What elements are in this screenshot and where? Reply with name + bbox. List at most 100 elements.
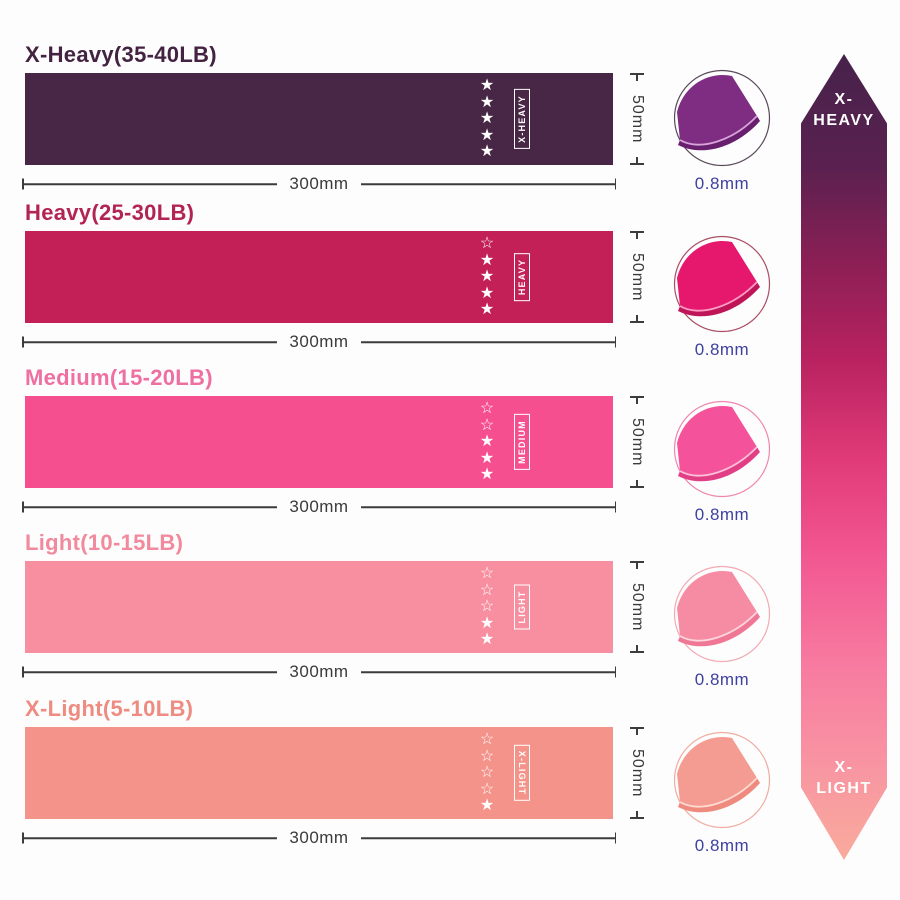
height-dimension-label: 50mm xyxy=(629,748,646,798)
thickness-swatch xyxy=(673,565,771,663)
height-dimension-label: 50mm xyxy=(629,582,646,632)
height-dimension: 50mm xyxy=(622,231,652,323)
thickness-swatch xyxy=(673,235,771,333)
star-icon: ★ xyxy=(479,300,495,318)
strength-gradient-arrow: X- HEAVY X- LIGHT xyxy=(801,54,887,860)
band-row: Medium(15-20LB) ☆ ☆ ★ ★ ★ MEDIUM 50mm 30… xyxy=(0,365,665,525)
band-row: Light(10-15LB) ☆ ☆ ☆ ★ ★ LIGHT 50mm 300m… xyxy=(0,530,665,690)
band-title: Light(10-15LB) xyxy=(25,530,184,555)
height-dimension: 50mm xyxy=(622,73,652,165)
band-title: Heavy(25-30LB) xyxy=(25,200,195,225)
star-icon: ★ xyxy=(479,432,495,450)
star-icon: ★ xyxy=(479,465,495,483)
star-rating: ☆ ☆ ★ ★ ★ xyxy=(477,399,497,484)
star-icon: ☆ xyxy=(479,564,495,582)
star-icon: ★ xyxy=(479,614,495,632)
dimension-tick xyxy=(630,156,644,165)
dimension-tick xyxy=(630,479,644,488)
star-icon: ★ xyxy=(479,142,495,160)
star-icon: ☆ xyxy=(479,747,495,765)
height-dimension: 50mm xyxy=(622,727,652,819)
fold-highlight xyxy=(679,281,758,312)
fold-highlight xyxy=(679,611,758,642)
star-rating: ☆ ★ ★ ★ ★ xyxy=(477,234,497,319)
resistance-band: ☆ ★ ★ ★ ★ HEAVY xyxy=(25,231,613,323)
thickness-label: 0.8mm xyxy=(694,174,750,193)
folded-band-underside xyxy=(678,282,760,317)
resistance-band: ★ ★ ★ ★ ★ X-HEAVY xyxy=(25,73,613,165)
band-name-label: X-LIGHT xyxy=(514,744,530,802)
band-row: X-Light(5-10LB) ☆ ☆ ☆ ☆ ★ X-LIGHT 50mm 3… xyxy=(0,696,665,856)
folded-band-illustration xyxy=(677,74,757,145)
dimension-tick xyxy=(630,644,644,653)
width-dimension-label: 300mm xyxy=(277,662,361,682)
fold-highlight xyxy=(679,777,758,808)
width-dimension: 300mm xyxy=(22,662,616,682)
arrow-top-label: X- HEAVY xyxy=(813,91,875,129)
thickness-circle xyxy=(673,731,771,829)
resistance-band: ☆ ☆ ★ ★ ★ MEDIUM xyxy=(25,396,613,488)
dimension-tick xyxy=(630,231,644,239)
thickness-circle xyxy=(673,235,771,333)
band-title: X-Light(5-10LB) xyxy=(25,696,194,721)
width-dimension: 300mm xyxy=(22,174,616,194)
thickness-circle xyxy=(673,69,771,167)
folded-band-underside xyxy=(678,612,760,647)
height-dimension-label: 50mm xyxy=(629,417,646,467)
star-icon: ★ xyxy=(479,76,495,94)
star-rating: ☆ ☆ ☆ ★ ★ xyxy=(477,564,497,649)
folded-band-underside xyxy=(678,447,760,482)
star-icon: ☆ xyxy=(479,780,495,798)
thickness-label: 0.8mm xyxy=(694,340,750,359)
height-dimension: 50mm xyxy=(622,561,652,653)
folded-band-underside xyxy=(678,778,760,813)
folded-band-illustration xyxy=(677,570,757,641)
band-row: Heavy(25-30LB) ☆ ★ ★ ★ ★ HEAVY 50mm 300m… xyxy=(0,200,665,360)
star-icon: ★ xyxy=(479,449,495,467)
star-icon: ★ xyxy=(479,630,495,648)
dimension-tick xyxy=(630,561,644,569)
width-dimension: 300mm xyxy=(22,828,616,848)
resistance-band: ☆ ☆ ☆ ★ ★ LIGHT xyxy=(25,561,613,653)
band-title: X-Heavy(35-40LB) xyxy=(25,42,217,67)
star-icon: ☆ xyxy=(479,597,495,615)
band-row: X-Heavy(35-40LB) ★ ★ ★ ★ ★ X-HEAVY 50mm … xyxy=(0,42,665,202)
width-dimension-label: 300mm xyxy=(277,828,361,848)
star-icon: ☆ xyxy=(479,234,495,252)
width-dimension-label: 300mm xyxy=(277,332,361,352)
folded-band-illustration xyxy=(677,405,757,476)
width-dimension-label: 300mm xyxy=(277,497,361,517)
dimension-tick xyxy=(630,73,644,81)
thickness-swatch xyxy=(673,69,771,167)
star-icon: ★ xyxy=(479,109,495,127)
dimension-tick xyxy=(630,314,644,323)
folded-band-illustration xyxy=(677,736,757,807)
dimension-tick xyxy=(630,727,644,735)
height-dimension-label: 50mm xyxy=(629,94,646,144)
folded-band-illustration xyxy=(677,240,757,311)
thickness-circle xyxy=(673,400,771,498)
star-icon: ☆ xyxy=(479,416,495,434)
thickness-swatch xyxy=(673,731,771,829)
star-rating: ☆ ☆ ☆ ☆ ★ xyxy=(477,730,497,815)
thickness-label: 0.8mm xyxy=(694,505,750,524)
width-dimension: 300mm xyxy=(22,332,616,352)
fold-highlight xyxy=(679,446,758,477)
star-rating: ★ ★ ★ ★ ★ xyxy=(477,76,497,161)
star-icon: ☆ xyxy=(479,763,495,781)
width-dimension: 300mm xyxy=(22,497,616,517)
thickness-label: 0.8mm xyxy=(694,670,750,689)
star-icon: ☆ xyxy=(479,581,495,599)
width-dimension-label: 300mm xyxy=(277,174,361,194)
star-icon: ★ xyxy=(479,284,495,302)
fold-highlight xyxy=(679,115,758,146)
thickness-swatch xyxy=(673,400,771,498)
height-dimension-label: 50mm xyxy=(629,252,646,302)
star-icon: ★ xyxy=(479,93,495,111)
star-icon: ★ xyxy=(479,267,495,285)
star-icon: ★ xyxy=(479,126,495,144)
star-icon: ☆ xyxy=(479,399,495,417)
band-name-label: HEAVY xyxy=(514,252,530,302)
star-icon: ☆ xyxy=(479,730,495,748)
thickness-label: 0.8mm xyxy=(694,836,750,855)
